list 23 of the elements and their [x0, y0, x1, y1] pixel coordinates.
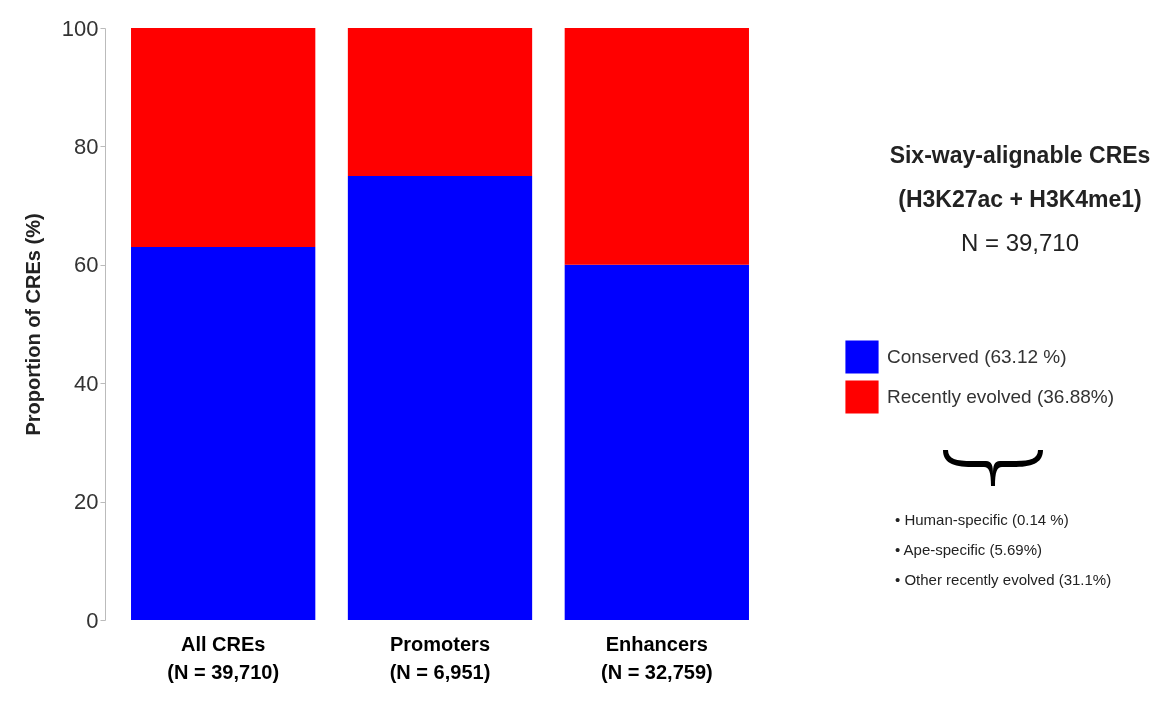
x-tick-label: Enhancers (N = 32,759) [600, 632, 713, 683]
bar [347, 28, 533, 176]
y-axis-title: Proportion of CREs (%) [21, 213, 44, 436]
y-tick-label: 20 [74, 489, 99, 515]
text: • Ape-specific (5.69%) [895, 541, 1042, 558]
y-tick-label: 40 [74, 370, 99, 396]
y-tick-label: 0 [86, 607, 99, 633]
legend-label: Recently evolved (36.88%) [887, 386, 1115, 407]
y-tick-label: 80 [74, 133, 99, 159]
x-tick-label: All CREs (N = 39,710) [167, 632, 280, 683]
text: • Other recently evolved (31.1%) [895, 571, 1112, 588]
bar [131, 28, 316, 248]
text: Six-way-alignable CREs (H3K27ac + H3K4me1) [889, 142, 1151, 212]
bar [347, 176, 533, 620]
y-tick-label: 100 [61, 15, 99, 41]
text: N = 39,710 [960, 229, 1080, 256]
bar [564, 264, 749, 620]
text: • Human-specific (0.14 %) [895, 511, 1069, 528]
bar [564, 28, 749, 265]
x-tick-label: Promoters (N = 6,951) [389, 632, 491, 683]
legend-label: Conserved (63.12 %) [887, 346, 1067, 367]
y-tick-label: 60 [74, 252, 99, 278]
bar [131, 247, 316, 620]
